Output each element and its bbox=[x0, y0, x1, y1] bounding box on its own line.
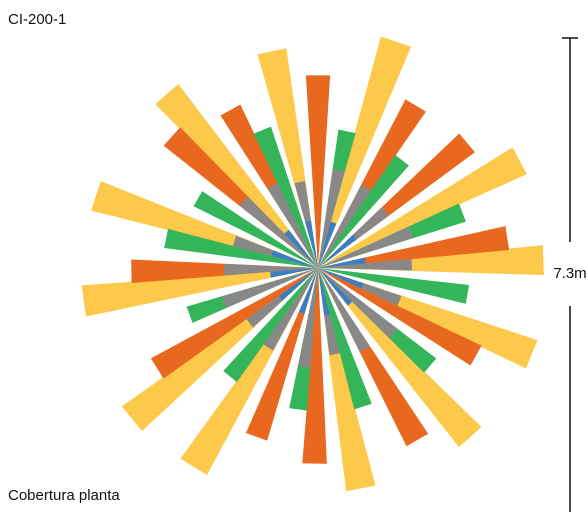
ray bbox=[271, 250, 318, 268]
ray bbox=[318, 268, 364, 289]
ray bbox=[305, 75, 331, 268]
ray bbox=[318, 147, 527, 268]
ray bbox=[318, 226, 510, 268]
ray bbox=[318, 226, 414, 268]
ray bbox=[298, 268, 318, 315]
ray bbox=[302, 268, 327, 464]
ray bbox=[222, 268, 318, 308]
title: CI-200-1 bbox=[8, 11, 66, 28]
ray bbox=[270, 268, 318, 278]
ray bbox=[155, 84, 318, 268]
ray bbox=[318, 268, 372, 410]
caption: Cobertura planta bbox=[8, 487, 120, 504]
ray bbox=[193, 191, 318, 268]
ray bbox=[318, 184, 372, 268]
ray bbox=[305, 220, 318, 268]
ray bbox=[224, 263, 318, 276]
ray bbox=[318, 268, 482, 366]
ray bbox=[298, 268, 318, 368]
ray bbox=[318, 154, 409, 268]
ray bbox=[318, 268, 398, 339]
ray bbox=[318, 268, 370, 353]
ray bbox=[164, 228, 318, 268]
radial-rays bbox=[81, 36, 544, 492]
ray bbox=[223, 268, 318, 383]
ray bbox=[318, 234, 357, 268]
ray bbox=[318, 258, 412, 271]
ray bbox=[318, 257, 366, 268]
ray bbox=[318, 268, 331, 316]
ray bbox=[318, 36, 412, 268]
ray bbox=[253, 126, 318, 268]
ray bbox=[263, 268, 318, 351]
ray bbox=[239, 196, 318, 268]
ray bbox=[318, 268, 482, 448]
ray bbox=[81, 268, 318, 317]
ray bbox=[267, 183, 318, 268]
scale-label: 7.3m bbox=[553, 265, 586, 282]
ray bbox=[318, 169, 345, 268]
ray bbox=[150, 268, 318, 379]
ray bbox=[278, 268, 318, 301]
ray bbox=[284, 229, 318, 268]
ray bbox=[318, 268, 353, 306]
ray bbox=[318, 268, 470, 304]
ray bbox=[318, 221, 337, 268]
